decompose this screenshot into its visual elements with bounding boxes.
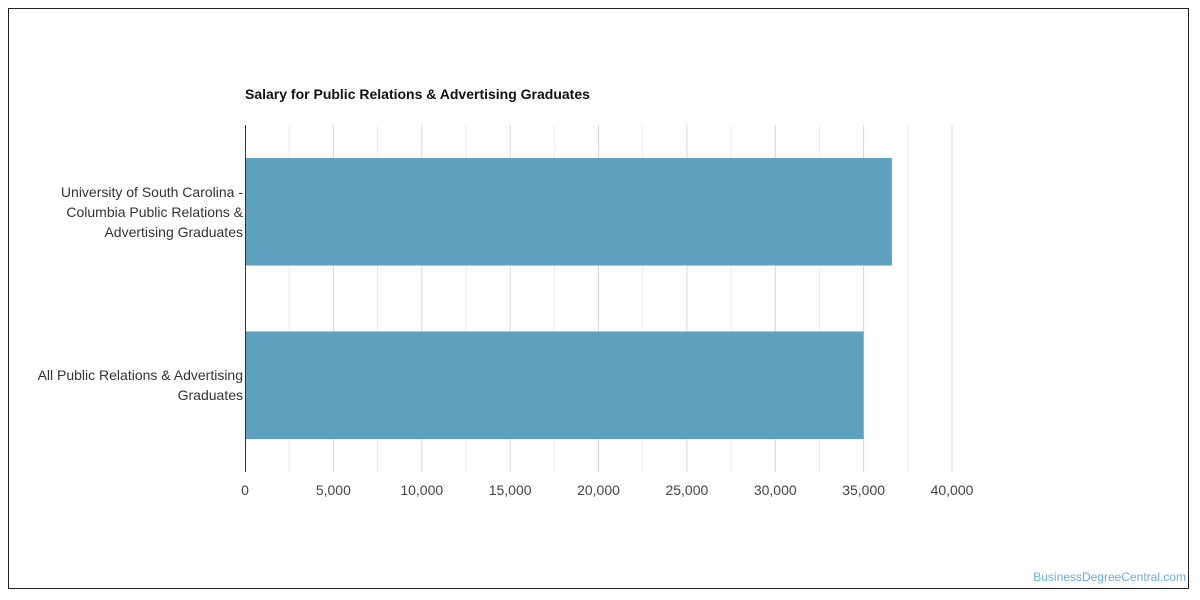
x-tick-label: 25,000 bbox=[665, 482, 708, 498]
x-tick-label: 0 bbox=[241, 482, 249, 498]
chart-title: Salary for Public Relations & Advertisin… bbox=[245, 86, 590, 102]
x-tick-label: 15,000 bbox=[489, 482, 532, 498]
x-tick-label: 10,000 bbox=[400, 482, 443, 498]
category-label-0: University of South Carolina - Columbia … bbox=[60, 184, 243, 240]
x-tick-label: 20,000 bbox=[577, 482, 620, 498]
bar-1 bbox=[245, 331, 864, 440]
x-tick-label: 5,000 bbox=[316, 482, 351, 498]
x-tick-label: 40,000 bbox=[931, 482, 974, 498]
x-tick-labels: 0 5,000 10,000 15,000 20,000 25,000 30,000 35,0… bbox=[241, 482, 974, 498]
bar-0 bbox=[245, 157, 892, 266]
x-tick-label: 30,000 bbox=[754, 482, 797, 498]
watermark: BusinessDegreeCentral.com bbox=[1033, 570, 1186, 584]
category-label-1: All Public Relations & Advertising Gradu… bbox=[37, 367, 243, 403]
bars bbox=[245, 157, 892, 440]
x-tick-label: 35,000 bbox=[842, 482, 885, 498]
